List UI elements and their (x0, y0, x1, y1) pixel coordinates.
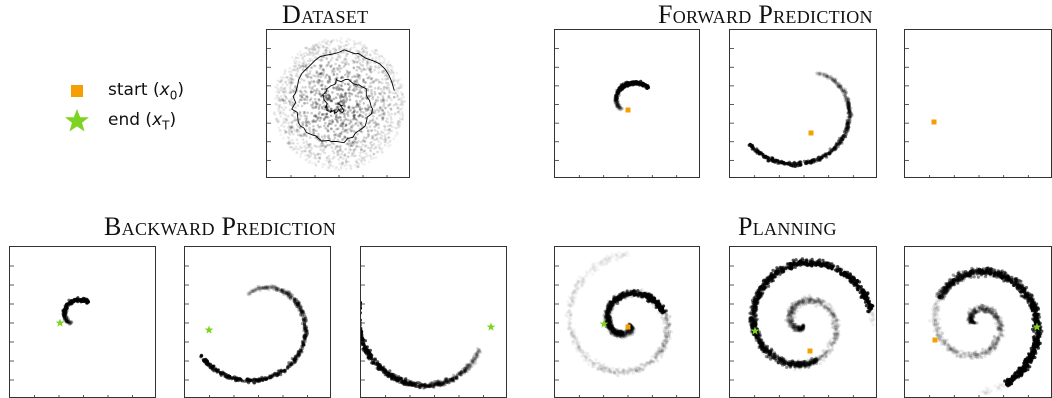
panel-forward-1 (554, 29, 700, 178)
square-marker-icon (60, 84, 94, 98)
plot-planning-2 (730, 257, 875, 397)
title-backward-prediction: Backward Prediction (104, 212, 336, 241)
panel-backward-1 (9, 246, 156, 398)
title-dataset: Dataset (282, 0, 369, 29)
panel-planning-1 (554, 246, 700, 398)
plot-forward-1 (555, 48, 678, 177)
panel-backward-3 (360, 246, 507, 398)
star-marker-icon (60, 108, 94, 134)
panel-planning-2 (729, 246, 877, 398)
panel-forward-3 (904, 29, 1052, 178)
plot-forward-3 (905, 48, 1029, 177)
panel-planning-3 (904, 246, 1052, 398)
panel-dataset (266, 29, 410, 178)
plot-forward-2 (730, 48, 854, 177)
panel-forward-2 (729, 29, 877, 178)
plot-backward-1 (10, 265, 133, 397)
legend-start: start (x0) (60, 76, 184, 106)
plot-dataset (267, 37, 407, 177)
title-forward-prediction: Forward Prediction (658, 0, 873, 29)
legend-end: end (xT) (60, 106, 184, 136)
plot-planning-3 (905, 265, 1044, 397)
title-planning: Planning (738, 212, 837, 241)
legend-start-label: start (x0) (108, 79, 184, 103)
legend-end-label: end (xT) (108, 109, 177, 133)
plot-backward-3 (361, 265, 496, 397)
legend: start (x0) end (xT) (60, 76, 184, 136)
plot-planning-1 (555, 262, 678, 397)
plot-backward-2 (185, 265, 309, 397)
panel-backward-2 (184, 246, 331, 398)
